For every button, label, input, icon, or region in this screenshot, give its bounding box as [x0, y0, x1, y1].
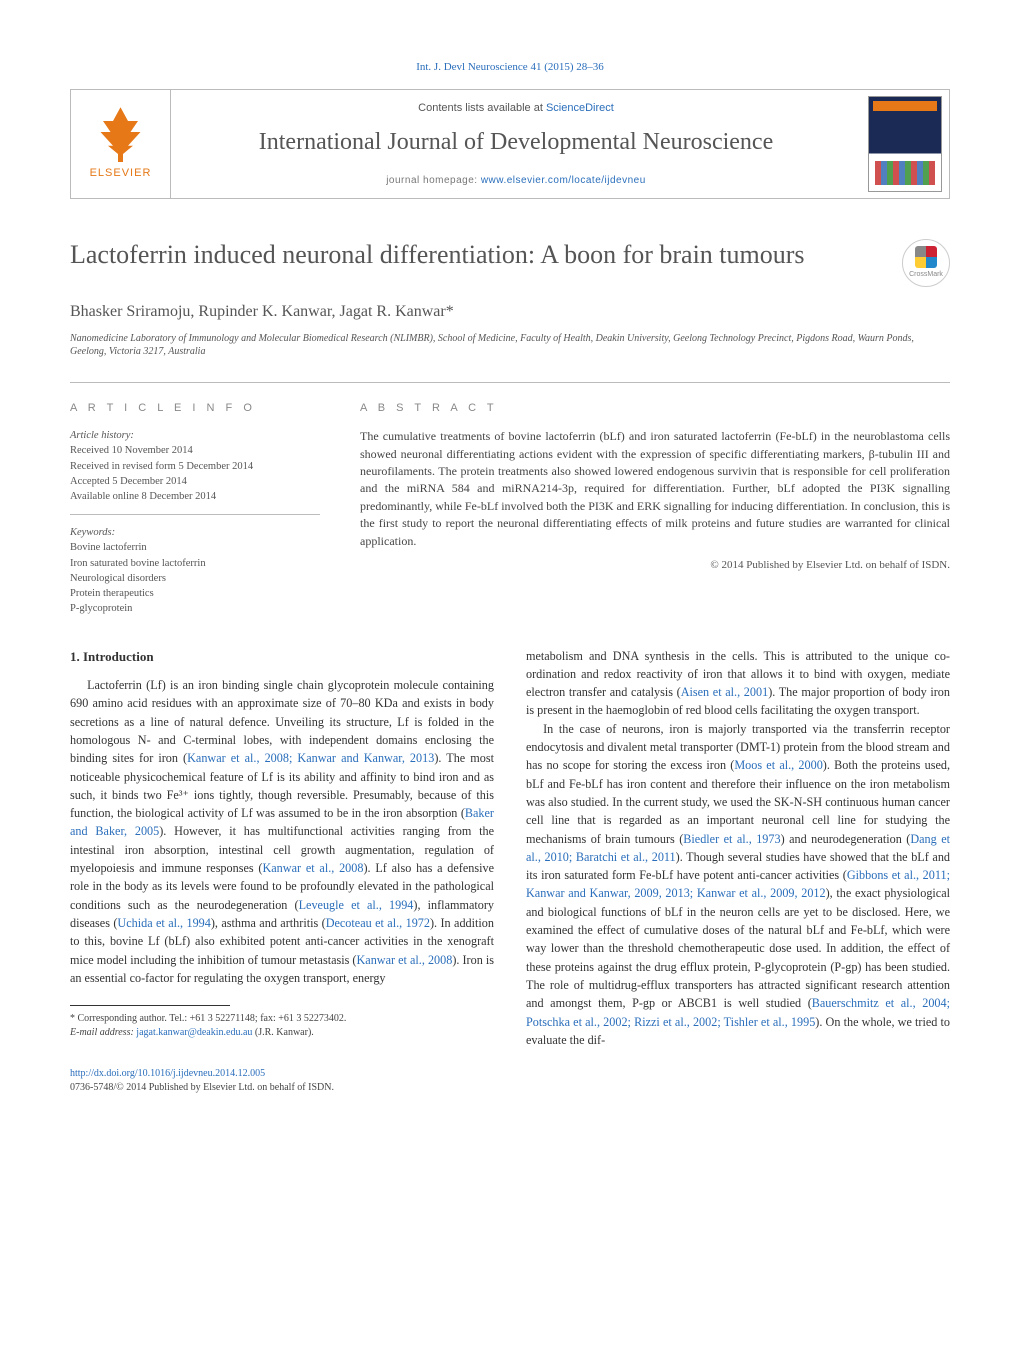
elsevier-tree-icon — [96, 107, 146, 162]
publisher-logo-cell: ELSEVIER — [71, 90, 171, 198]
citation-link[interactable]: Leveugle et al., 1994 — [299, 898, 414, 912]
body-paragraph: Lactoferrin (Lf) is an iron binding sing… — [70, 676, 494, 987]
page-footer: http://dx.doi.org/10.1016/j.ijdevneu.201… — [70, 1067, 950, 1095]
journal-homepage-link[interactable]: www.elsevier.com/locate/ijdevneu — [481, 175, 646, 186]
corr-author-line: * Corresponding author. Tel.: +61 3 5227… — [70, 1012, 494, 1026]
journal-header-box: ELSEVIER Contents lists available at Sci… — [70, 89, 950, 199]
citation-link[interactable]: Uchida et al., 1994 — [117, 916, 210, 930]
history-label: Article history: — [70, 430, 134, 441]
crossmark-badge[interactable]: CrossMark — [902, 239, 950, 287]
citation-link[interactable]: Kanwar et al., 2008; Kanwar and Kanwar, … — [187, 751, 434, 765]
keyword: Protein therapeutics — [70, 588, 154, 599]
abstract-text: The cumulative treatments of bovine lact… — [360, 428, 950, 550]
citation-link[interactable]: Kanwar et al., 2008 — [357, 953, 453, 967]
contents-available-line: Contents lists available at ScienceDirec… — [183, 101, 849, 116]
keyword: Iron saturated bovine lactoferrin — [70, 558, 206, 569]
article-info-label: A R T I C L E I N F O — [70, 401, 320, 416]
citation-link[interactable]: Decoteau et al., 1972 — [326, 916, 430, 930]
doi-link[interactable]: http://dx.doi.org/10.1016/j.ijdevneu.201… — [70, 1068, 265, 1079]
footnote-separator — [70, 1005, 230, 1006]
citation-link[interactable]: Moos et al., 2000 — [734, 758, 822, 772]
history-accepted: Accepted 5 December 2014 — [70, 476, 187, 487]
history-received: Received 10 November 2014 — [70, 445, 193, 456]
keyword: Bovine lactoferrin — [70, 542, 147, 553]
citation-link[interactable]: Kanwar et al., 2008 — [262, 861, 363, 875]
email-label: E-mail address: — [70, 1027, 136, 1038]
author-list: Bhasker Sriramoju, Rupinder K. Kanwar, J… — [70, 301, 950, 323]
journal-header-center: Contents lists available at ScienceDirec… — [171, 90, 861, 198]
email-suffix: (J.R. Kanwar). — [252, 1027, 313, 1038]
keyword: Neurological disorders — [70, 573, 166, 584]
article-history: Article history: Received 10 November 20… — [70, 428, 320, 515]
homepage-prefix: journal homepage: — [386, 175, 481, 186]
journal-cover-cell — [861, 90, 949, 198]
keywords-label: Keywords: — [70, 527, 115, 538]
intro-heading: 1. Introduction — [70, 647, 494, 667]
corresponding-author-footnote: * Corresponding author. Tel.: +61 3 5227… — [70, 1012, 494, 1040]
body-paragraph: In the case of neurons, iron is majorly … — [526, 720, 950, 1049]
article-body: 1. Introduction Lactoferrin (Lf) is an i… — [70, 647, 950, 1050]
article-info-column: A R T I C L E I N F O Article history: R… — [70, 401, 320, 617]
citation-link[interactable]: Aisen et al., 2001 — [681, 685, 768, 699]
history-revised: Received in revised form 5 December 2014 — [70, 461, 253, 472]
history-online: Available online 8 December 2014 — [70, 491, 216, 502]
body-text: ), the exact physiological and biologica… — [526, 886, 950, 1010]
body-text: ), asthma and arthritis ( — [211, 916, 326, 930]
abstract-label: A B S T R A C T — [360, 401, 950, 416]
body-paragraph: metabolism and DNA synthesis in the cell… — [526, 647, 950, 720]
issn-copyright-line: 0736-5748/© 2014 Published by Elsevier L… — [70, 1081, 950, 1095]
keyword: P-glycoprotein — [70, 603, 132, 614]
keywords-block: Keywords: Bovine lactoferrin Iron satura… — [70, 525, 320, 616]
journal-cover-thumbnail — [868, 96, 942, 192]
sciencedirect-link[interactable]: ScienceDirect — [546, 102, 614, 114]
crossmark-icon — [915, 246, 937, 268]
body-text: ) and neurodegeneration ( — [781, 832, 911, 846]
article-title: Lactoferrin induced neuronal differentia… — [70, 239, 882, 272]
abstract-copyright: © 2014 Published by Elsevier Ltd. on beh… — [360, 558, 950, 573]
contents-prefix: Contents lists available at — [418, 102, 546, 114]
publisher-label: ELSEVIER — [90, 166, 152, 181]
abstract-column: A B S T R A C T The cumulative treatment… — [360, 401, 950, 617]
author-email-link[interactable]: jagat.kanwar@deakin.edu.au — [136, 1027, 252, 1038]
running-citation: Int. J. Devl Neuroscience 41 (2015) 28–3… — [70, 60, 950, 75]
citation-link[interactable]: Biedler et al., 1973 — [683, 832, 780, 846]
crossmark-label: CrossMark — [909, 270, 943, 280]
journal-name: International Journal of Developmental N… — [183, 126, 849, 160]
journal-homepage-line: journal homepage: www.elsevier.com/locat… — [183, 174, 849, 188]
author-affiliation: Nanomedicine Laboratory of Immunology an… — [70, 332, 950, 358]
